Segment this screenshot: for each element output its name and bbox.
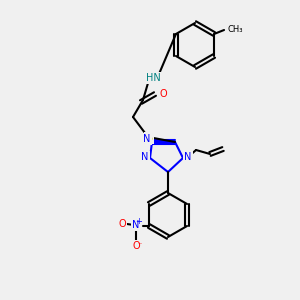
Text: O: O (118, 219, 126, 229)
Text: S: S (146, 133, 153, 143)
Text: CH₃: CH₃ (227, 25, 243, 34)
Text: N: N (132, 220, 140, 230)
Text: N: N (184, 152, 192, 162)
Text: ⁻: ⁻ (138, 241, 142, 250)
Text: O: O (132, 241, 140, 251)
Text: O: O (160, 89, 168, 99)
Text: HN: HN (146, 73, 160, 83)
Text: N: N (141, 152, 149, 162)
Text: N: N (143, 134, 151, 144)
Text: +: + (136, 217, 142, 226)
